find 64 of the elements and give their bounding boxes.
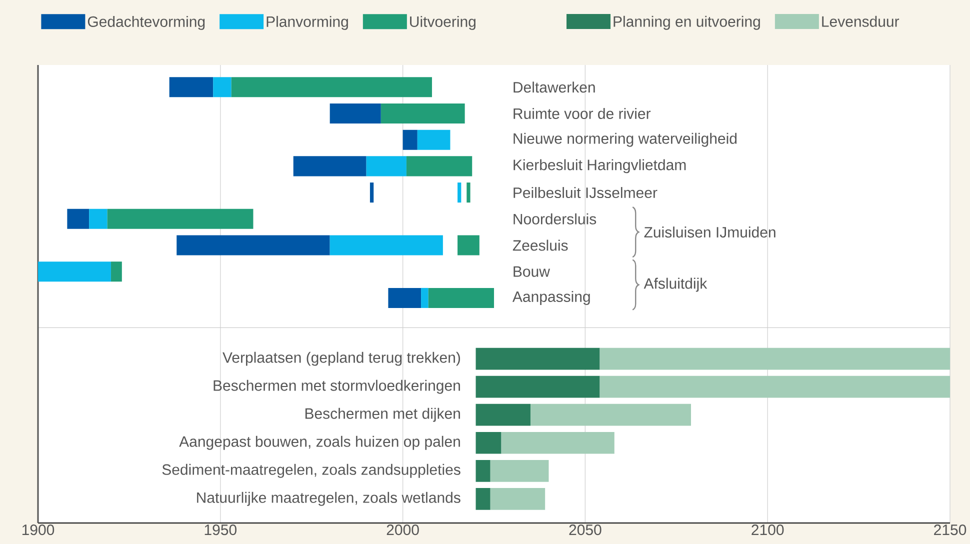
y-tick-label: Deltawerken: [514, 82, 595, 93]
bar: [231, 77, 432, 98]
y-tick-label: Sediment-maatregelen, zoals zandsuppleties: [162, 464, 460, 478]
bar: [169, 77, 214, 98]
bar: [380, 103, 465, 124]
bar: [476, 488, 490, 510]
bar: [176, 235, 330, 256]
y-tick-label: Nieuwe normering waterveiligheid: [514, 132, 737, 147]
y-tick-label: Zeesluis: [512, 240, 568, 251]
bar: [458, 182, 462, 203]
bar: [501, 432, 614, 454]
bar: [366, 156, 406, 176]
bar: [417, 130, 450, 150]
bar: [490, 460, 549, 482]
bar: [428, 288, 494, 308]
y-tick-label: Kierbesluit Haringvlietdam: [514, 159, 686, 174]
bar: [406, 156, 472, 176]
bar: [600, 376, 950, 398]
y-tick-label: Bouw: [514, 266, 550, 277]
bar: [402, 130, 418, 150]
legend-label: Levensduur: [822, 16, 900, 27]
bar: [600, 348, 950, 370]
bar: [110, 262, 122, 282]
bar: [458, 235, 480, 256]
bar: [107, 208, 254, 229]
bar: [476, 432, 502, 454]
x-tick-label: 2050: [569, 524, 602, 536]
bar: [421, 288, 428, 308]
y-tick-label: Verplaatsen (gepland terug trekken): [222, 352, 460, 366]
bar: [370, 182, 374, 203]
y-tick-label: Aanpassing: [512, 290, 590, 305]
legend-label: Gedachtevorming: [88, 16, 205, 30]
x-tick-label: 2100: [752, 524, 784, 536]
annotation: Afsluitdijk: [644, 278, 708, 292]
y-tick-label: Noordersluis: [514, 213, 596, 224]
bar: [89, 208, 108, 229]
annotation: Zuisluisen IJmuiden: [644, 226, 776, 238]
bar: [466, 182, 470, 203]
x-tick-label: 2150: [934, 524, 966, 536]
x-tick-label: 1900: [22, 524, 54, 536]
bar: [38, 262, 111, 282]
y-tick-label: Ruimte voor de rivier: [514, 108, 651, 119]
bar: [293, 156, 366, 176]
bar: [388, 288, 422, 308]
y-tick-label: Aangepast bouwen, zoals huizen op palen: [179, 436, 460, 450]
legend-label: Planning en uitvoering: [614, 16, 760, 30]
bar: [476, 460, 490, 482]
bar: [330, 235, 443, 256]
y-tick-label: Natuurlijke maatregelen, zoals wetlands: [197, 492, 460, 506]
y-tick-label: Beschermen met dijken: [305, 408, 460, 422]
bar: [490, 488, 546, 510]
bar: [476, 376, 600, 398]
bar: [330, 103, 381, 124]
legend-label: Planvorming: [266, 16, 348, 30]
y-tick-label: Peilbesluit IJsselmeer: [514, 187, 658, 198]
y-tick-label: Beschermen met stormvloedkeringen: [214, 380, 460, 394]
x-tick-label: 1950: [204, 524, 236, 536]
x-tick-label: 2000: [386, 524, 419, 536]
bar: [67, 208, 90, 229]
bar: [476, 348, 600, 370]
bar: [530, 404, 691, 426]
legend-label: Uitvoering: [410, 16, 476, 30]
bar: [476, 404, 530, 426]
bar: [213, 77, 232, 98]
